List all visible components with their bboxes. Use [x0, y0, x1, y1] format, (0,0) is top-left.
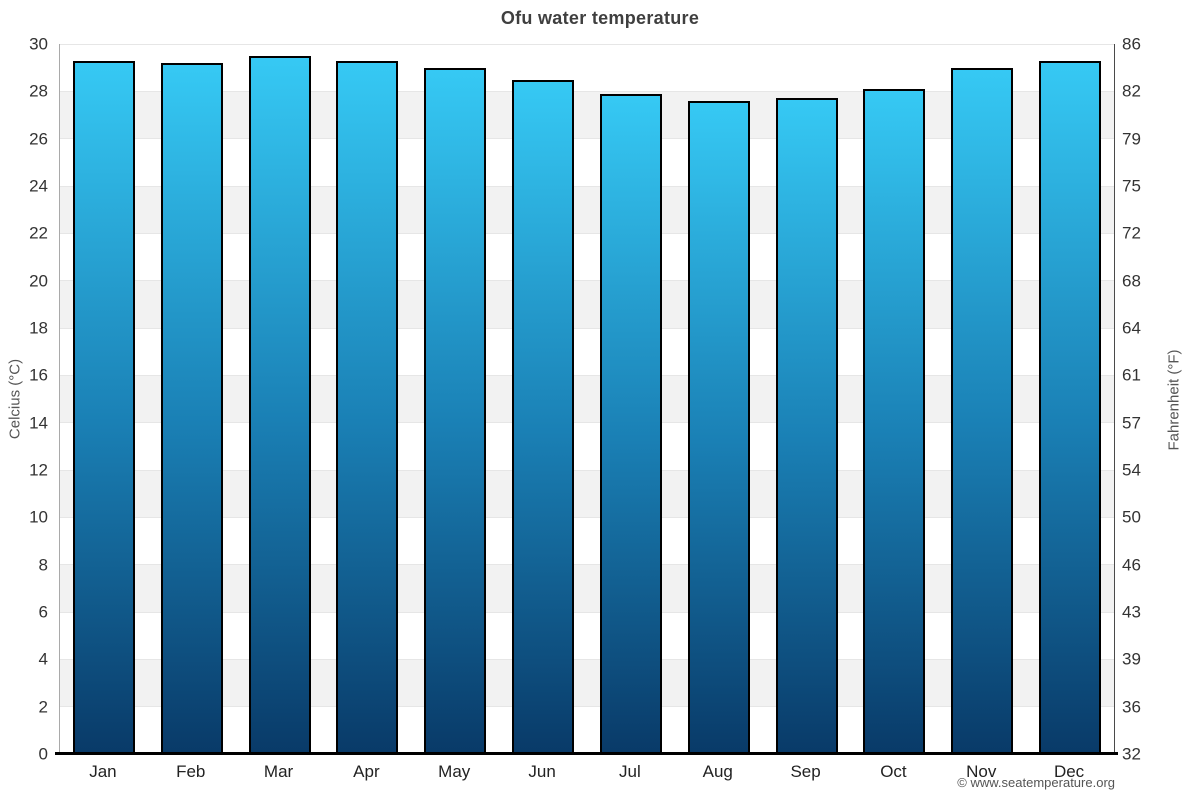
bar-apr — [336, 60, 399, 754]
y-tick-fahrenheit: 64 — [1122, 318, 1141, 338]
grid-line — [60, 706, 1114, 708]
y-tick-celsius: 16 — [29, 365, 48, 385]
x-tick-mar: Mar — [263, 762, 294, 781]
y-tick-celsius: 6 — [38, 602, 48, 622]
y-tick-fahrenheit: 36 — [1122, 697, 1141, 717]
grid-line — [60, 564, 1114, 566]
y-tick-fahrenheit: 32 — [1122, 744, 1141, 764]
y-tick-fahrenheit: 68 — [1122, 271, 1141, 291]
grid-band — [60, 659, 1114, 707]
grid-line — [60, 280, 1114, 282]
grid-line — [60, 138, 1114, 140]
y-tick-fahrenheit: 82 — [1122, 81, 1141, 101]
x-tick-jan: Jan — [89, 762, 117, 781]
y-tick-celsius: 22 — [29, 223, 48, 243]
y-axis-title-fahrenheit: Fahrenheit (°F) — [1165, 349, 1183, 451]
y-tick-celsius: 24 — [29, 176, 48, 196]
grid-band — [60, 564, 1114, 612]
bar-oct — [863, 88, 926, 754]
y-tick-fahrenheit: 57 — [1122, 413, 1141, 433]
y-tick-celsius: 28 — [29, 81, 48, 101]
y-tick-celsius: 4 — [38, 649, 48, 669]
x-tick-apr: Apr — [353, 762, 380, 781]
y-tick-celsius: 20 — [29, 271, 48, 291]
grid-line — [60, 43, 1114, 45]
grid-line — [60, 185, 1114, 187]
x-tick-dec: Dec — [1053, 762, 1085, 781]
y-tick-celsius: 0 — [38, 744, 48, 764]
grid-line — [60, 232, 1114, 234]
grid-line — [60, 658, 1114, 660]
x-tick-aug: Aug — [702, 762, 733, 781]
x-tick-feb: Feb — [176, 762, 206, 781]
y-tick-fahrenheit: 46 — [1122, 555, 1141, 575]
y-tick-fahrenheit: 61 — [1122, 365, 1141, 385]
grid-line — [60, 90, 1114, 92]
chart-title: Ofu water temperature — [500, 8, 700, 28]
grid-band — [60, 470, 1114, 518]
bar-sep — [775, 98, 838, 754]
x-tick-may: May — [438, 762, 471, 781]
plot-area — [59, 43, 1115, 754]
bar-jun — [512, 79, 575, 754]
x-axis-line — [55, 752, 1118, 755]
y-tick-celsius: 12 — [29, 460, 48, 480]
y-tick-fahrenheit: 50 — [1122, 507, 1141, 527]
y-tick-celsius: 2 — [38, 697, 48, 717]
bar-aug — [687, 100, 750, 754]
grid-line — [60, 516, 1114, 518]
grid-band — [60, 91, 1114, 139]
y-tick-celsius: 18 — [29, 318, 48, 338]
x-tick-oct: Oct — [880, 762, 907, 781]
y-tick-celsius: 14 — [29, 413, 48, 433]
bar-dec — [1039, 60, 1102, 754]
y-tick-fahrenheit: 39 — [1122, 649, 1141, 669]
grid-band — [60, 280, 1114, 328]
x-tick-sep: Sep — [790, 762, 821, 781]
y-tick-celsius: 30 — [29, 34, 48, 54]
y-tick-fahrenheit: 72 — [1122, 223, 1141, 243]
grid-line — [60, 374, 1114, 376]
y-tick-celsius: 26 — [29, 129, 48, 149]
bar-may — [424, 67, 487, 754]
x-tick-jun: Jun — [528, 762, 556, 781]
grid-band — [60, 375, 1114, 423]
grid-line — [60, 422, 1114, 424]
y-tick-fahrenheit: 43 — [1122, 602, 1141, 622]
bar-nov — [951, 67, 1014, 754]
bar-mar — [248, 55, 311, 754]
grid-line — [60, 469, 1114, 471]
x-tick-nov: Nov — [966, 762, 997, 781]
y-tick-celsius: 8 — [38, 555, 48, 575]
bar-jan — [72, 60, 135, 754]
bar-jul — [599, 93, 662, 754]
y-tick-fahrenheit: 75 — [1122, 176, 1141, 196]
y-tick-fahrenheit: 79 — [1122, 129, 1141, 149]
grid-line — [60, 611, 1114, 613]
credit-link[interactable]: © www.seatemperature.org — [957, 775, 1115, 790]
y-tick-fahrenheit: 86 — [1122, 34, 1141, 54]
bar-feb — [160, 62, 223, 754]
grid-band — [60, 186, 1114, 234]
y-tick-fahrenheit: 54 — [1122, 460, 1141, 480]
grid-line — [60, 327, 1114, 329]
y-tick-celsius: 10 — [29, 507, 48, 527]
x-tick-jul: Jul — [619, 762, 641, 781]
